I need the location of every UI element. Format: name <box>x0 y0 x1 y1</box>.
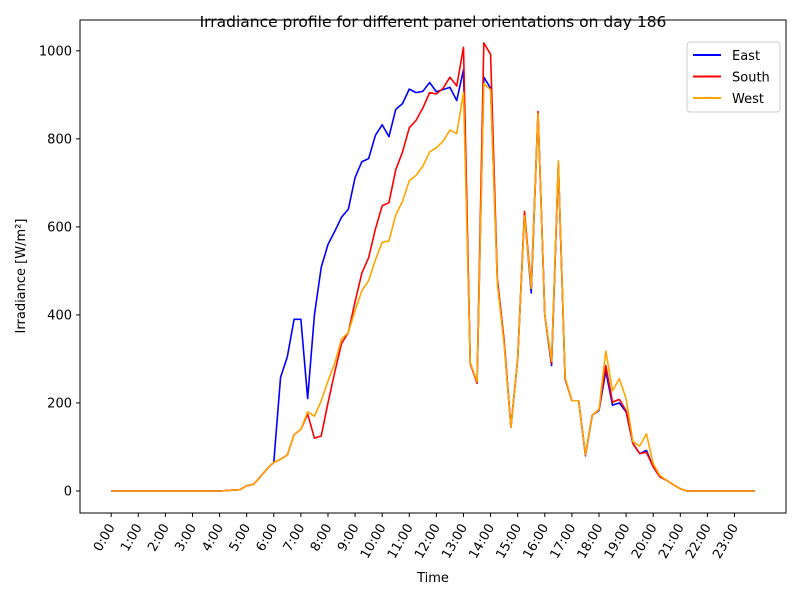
x-tick-label: 18:00 <box>575 522 607 562</box>
x-tick-label: 19:00 <box>602 522 634 562</box>
x-tick-label: 21:00 <box>656 522 688 562</box>
series-line-west <box>111 83 755 492</box>
x-tick-label: 4:00 <box>199 522 227 555</box>
x-tick-label: 15:00 <box>493 522 525 562</box>
legend-label-west: West <box>732 92 764 107</box>
y-tick-label: 1000 <box>39 44 72 59</box>
x-tick-label: 14:00 <box>466 522 498 562</box>
x-tick-label: 8:00 <box>308 522 336 555</box>
x-tick-label: 11:00 <box>385 522 417 562</box>
legend-label-east: East <box>732 49 760 64</box>
y-axis-label: Irradiance [W/m²] <box>14 219 29 334</box>
legend-label-south: South <box>732 71 770 86</box>
x-tick-label: 20:00 <box>629 522 661 562</box>
x-tick-label: 13:00 <box>439 522 471 562</box>
legend-box <box>686 41 781 113</box>
x-tick-label: 7:00 <box>281 522 309 555</box>
y-tick-label: 200 <box>47 396 72 411</box>
x-tick-label: 16:00 <box>521 522 553 562</box>
x-tick-label: 22:00 <box>683 522 715 562</box>
x-tick-label: 12:00 <box>412 522 444 562</box>
x-tick-label: 23:00 <box>710 522 742 562</box>
x-tick-label: 10:00 <box>358 522 390 562</box>
x-axis-label: Time <box>416 571 449 586</box>
x-tick-label: 5:00 <box>227 522 255 555</box>
y-tick-label: 400 <box>47 308 72 323</box>
x-tick-label: 6:00 <box>254 522 282 555</box>
y-axis-ticks: 0 200 400 600 800 1000 <box>39 44 80 499</box>
y-tick-label: 0 <box>64 484 72 499</box>
y-tick-label: 600 <box>47 220 72 235</box>
plot-frame <box>79 19 787 514</box>
x-tick-label: 1:00 <box>118 522 146 555</box>
chart-title: Irradiance profile for different panel o… <box>200 13 667 31</box>
x-tick-label: 3:00 <box>172 522 200 555</box>
x-tick-label: 9:00 <box>335 522 363 555</box>
y-tick-label: 800 <box>47 132 72 147</box>
legend: East South West <box>686 41 781 113</box>
x-tick-label: 0:00 <box>91 522 119 555</box>
series-layer <box>111 42 755 492</box>
axes-layer <box>79 19 787 514</box>
x-tick-label: 17:00 <box>548 522 580 562</box>
x-axis-ticks: 0:00 1:00 2:00 3:00 4:00 5:00 6:00 7:00 8:00 9:00… <box>91 513 742 561</box>
plot-background <box>80 20 786 513</box>
x-tick-label: 2:00 <box>145 522 173 555</box>
